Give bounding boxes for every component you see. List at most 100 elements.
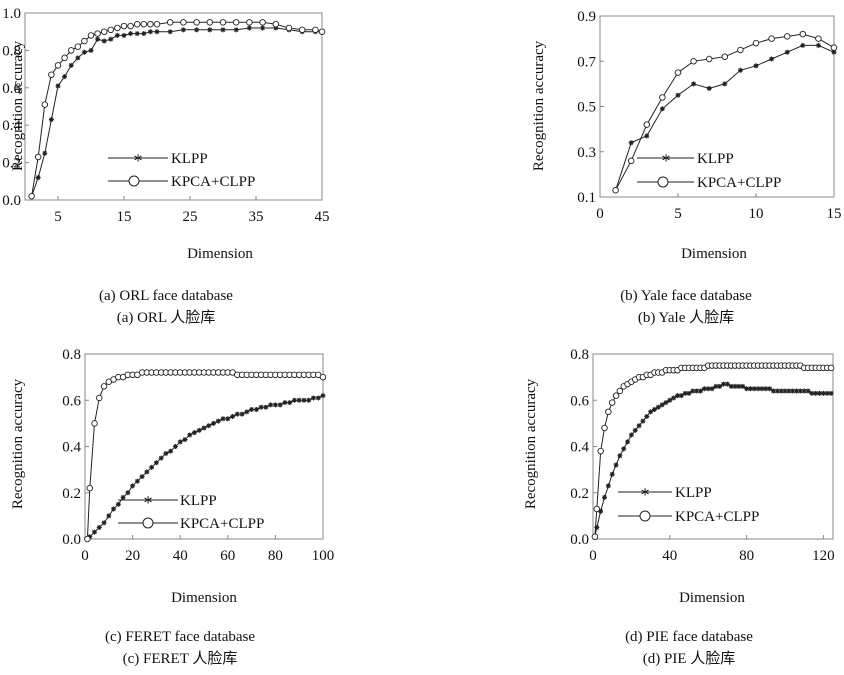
data-point-klpp bbox=[244, 409, 250, 415]
data-point-klpp bbox=[686, 390, 692, 396]
y-tick-label: 0.8 bbox=[62, 347, 81, 363]
data-point-klpp bbox=[706, 85, 712, 91]
data-point-kpca-clpp bbox=[74, 43, 82, 50]
legend-label-kpca-a: KPCA+CLPP bbox=[171, 174, 255, 190]
series-line-kpca-clpp bbox=[86, 372, 324, 540]
y-tick-label: 0.2 bbox=[2, 156, 21, 172]
data-point-kpca-clpp bbox=[318, 28, 326, 35]
data-point-klpp bbox=[763, 386, 769, 392]
x-tick-label: 0 bbox=[589, 548, 597, 564]
data-point-klpp bbox=[277, 402, 283, 408]
y-tick-label: 0.4 bbox=[570, 440, 589, 456]
data-point-klpp bbox=[636, 423, 642, 429]
data-point-klpp bbox=[797, 388, 803, 394]
data-point-kpca-clpp bbox=[605, 408, 612, 416]
data-point-kpca-clpp bbox=[147, 20, 154, 28]
y-tick-label: 0.4 bbox=[62, 440, 81, 456]
data-point-kpca-clpp bbox=[612, 392, 620, 399]
data-point-kpca-clpp bbox=[690, 58, 697, 65]
data-point-klpp bbox=[167, 29, 173, 35]
data-point-klpp bbox=[594, 524, 600, 530]
y-tick-label: 0.6 bbox=[570, 393, 589, 409]
data-point-klpp bbox=[191, 430, 197, 436]
x-tick-label: 100 bbox=[312, 548, 335, 564]
data-point-kpca-clpp bbox=[608, 399, 616, 406]
data-point-klpp bbox=[663, 400, 669, 406]
data-point-kpca-clpp bbox=[140, 20, 148, 28]
data-point-klpp bbox=[62, 74, 68, 80]
y-tick-label: 0.0 bbox=[2, 193, 21, 209]
data-point-klpp bbox=[272, 402, 278, 408]
data-point-klpp bbox=[194, 27, 200, 33]
data-point-klpp bbox=[678, 393, 684, 399]
data-point-klpp bbox=[147, 29, 153, 35]
data-point-klpp bbox=[268, 402, 274, 408]
data-point-klpp bbox=[114, 32, 120, 38]
x-axis-label-d: Dimension bbox=[679, 590, 745, 606]
legend-label-klpp-b: KLPP bbox=[697, 151, 734, 167]
y-tick-label: 0.2 bbox=[62, 486, 81, 502]
y-tick-label: 0.9 bbox=[577, 9, 596, 25]
data-point-klpp bbox=[815, 42, 821, 48]
x-ticks-c: 0 20 40 60 80 100 bbox=[81, 535, 334, 564]
x-tick-label: 15 bbox=[827, 206, 842, 222]
data-point-klpp bbox=[747, 386, 753, 392]
legend-label-klpp-c: KLPP bbox=[180, 493, 217, 509]
legend-label-kpca-d: KPCA+CLPP bbox=[675, 509, 759, 525]
y-tick-label: 0.8 bbox=[2, 43, 21, 59]
data-point-klpp bbox=[282, 400, 288, 406]
data-point-klpp bbox=[306, 397, 312, 403]
data-point-klpp bbox=[786, 388, 792, 394]
y-ticks-d: 0.0 0.2 0.4 0.6 0.8 bbox=[570, 347, 597, 548]
data-point-klpp bbox=[230, 413, 236, 419]
legend-marker-klpp-b: ∗ bbox=[661, 150, 672, 167]
data-point-klpp bbox=[605, 483, 611, 489]
data-point-klpp bbox=[651, 407, 657, 412]
data-point-klpp bbox=[655, 404, 661, 410]
data-point-klpp bbox=[675, 92, 681, 98]
x-tick-label: 40 bbox=[173, 548, 188, 564]
data-point-klpp bbox=[101, 38, 107, 44]
data-point-klpp bbox=[667, 397, 673, 403]
data-point-kpca-clpp bbox=[597, 447, 604, 455]
legend-marker-klpp-a: ∗ bbox=[133, 150, 144, 167]
data-point-kpca-clpp bbox=[627, 157, 635, 165]
data-point-kpca-clpp bbox=[312, 26, 319, 34]
data-point-klpp bbox=[774, 388, 780, 394]
legend-label-klpp-a: KLPP bbox=[171, 151, 208, 167]
data-point-klpp bbox=[96, 524, 102, 530]
data-point-klpp bbox=[800, 42, 806, 48]
data-point-kpca-clpp bbox=[61, 54, 68, 62]
data-point-klpp bbox=[48, 117, 54, 123]
data-point-klpp bbox=[769, 56, 775, 62]
y-tick-label: 1.0 bbox=[2, 6, 21, 22]
data-point-kpca-clpp bbox=[815, 35, 822, 42]
series-c bbox=[84, 369, 327, 543]
data-point-klpp bbox=[613, 462, 619, 468]
x-tick-label: 80 bbox=[739, 548, 754, 564]
legend-c: ∗ KLPP KPCA+CLPP bbox=[118, 492, 264, 532]
data-point-klpp bbox=[820, 390, 826, 396]
data-point-kpca-clpp bbox=[48, 71, 55, 78]
data-point-kpca-clpp bbox=[86, 484, 94, 492]
data-point-klpp bbox=[168, 448, 174, 454]
series-b bbox=[612, 30, 838, 194]
y-tick-label: 0.5 bbox=[577, 100, 596, 116]
data-point-klpp bbox=[778, 388, 784, 394]
x-ticks-b: 0 5 10 15 bbox=[596, 193, 842, 222]
y-tick-label: 0.7 bbox=[577, 54, 596, 70]
data-point-klpp bbox=[628, 432, 634, 438]
data-point-klpp bbox=[694, 388, 700, 394]
data-point-klpp bbox=[139, 474, 145, 480]
legend-d: ∗ KLPP KPCA+CLPP bbox=[618, 484, 759, 525]
data-point-klpp bbox=[755, 386, 761, 392]
data-point-klpp bbox=[801, 388, 807, 394]
caption-cn-a: (a) ORL 人脸库 bbox=[117, 309, 216, 326]
data-point-klpp bbox=[621, 446, 627, 452]
legend-label-kpca-c: KPCA+CLPP bbox=[180, 516, 264, 532]
data-point-klpp bbox=[648, 409, 654, 415]
data-point-klpp bbox=[68, 62, 74, 68]
data-point-klpp bbox=[732, 383, 738, 389]
data-point-kpca-clpp bbox=[298, 26, 306, 34]
data-point-klpp bbox=[671, 395, 677, 401]
